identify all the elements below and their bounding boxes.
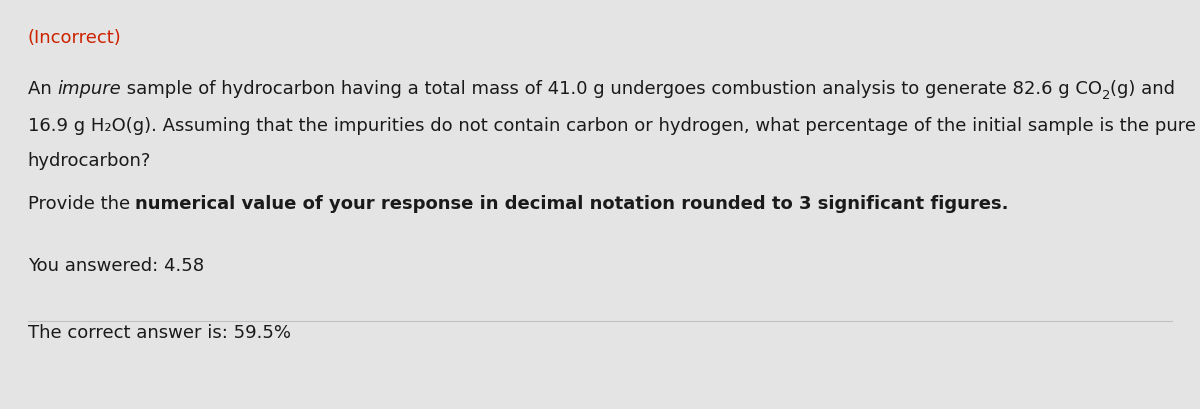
- Text: (g) and: (g) and: [1110, 80, 1175, 98]
- Text: The correct answer is: 59.5%: The correct answer is: 59.5%: [28, 324, 290, 342]
- Text: Provide the: Provide the: [28, 195, 136, 213]
- Text: You answered: 4.58: You answered: 4.58: [28, 256, 204, 274]
- Text: An: An: [28, 80, 58, 98]
- Text: sample of hydrocarbon having a total mass of 41.0 g undergoes combustion analysi: sample of hydrocarbon having a total mas…: [121, 80, 1102, 98]
- Text: hydrocarbon?: hydrocarbon?: [28, 152, 151, 170]
- Text: 16.9 g H₂O(g). Assuming that the impurities do not contain carbon or hydrogen, w: 16.9 g H₂O(g). Assuming that the impurit…: [28, 117, 1195, 135]
- Text: numerical value of your response in decimal notation rounded to 3 significant fi: numerical value of your response in deci…: [136, 195, 1009, 213]
- Text: impure: impure: [58, 80, 121, 98]
- Text: 2: 2: [1102, 89, 1110, 102]
- Text: (Incorrect): (Incorrect): [28, 29, 121, 47]
